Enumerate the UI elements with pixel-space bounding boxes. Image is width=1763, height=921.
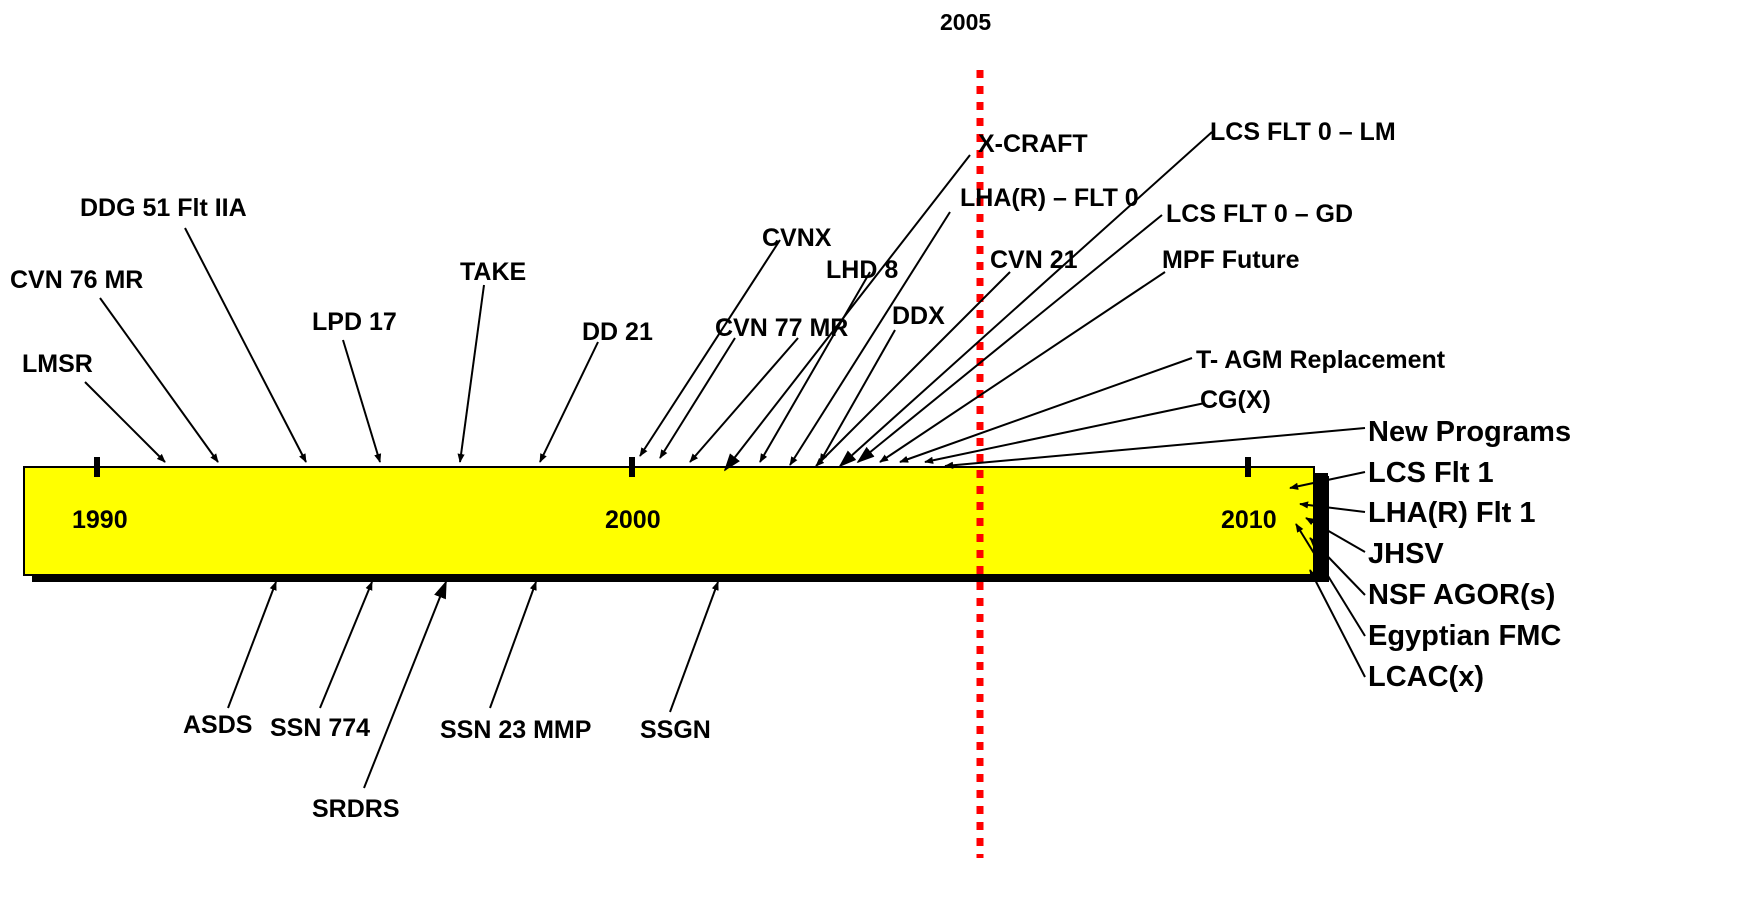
arrow-ssgn — [669, 581, 719, 713]
arrow-cvn76 — [99, 297, 219, 463]
arrow-lcsgd — [856, 214, 1163, 464]
label-egyptian-fmc: Egyptian FMC — [1368, 620, 1561, 652]
arrow-jhsv — [1305, 517, 1366, 553]
arrow-ddg51 — [184, 227, 307, 463]
arrow-nsf — [1309, 537, 1366, 596]
arrow-take — [457, 284, 485, 463]
tick-2010 — [1245, 457, 1251, 477]
arrow-cgx — [924, 402, 1206, 464]
arrow-tagm — [899, 357, 1193, 463]
label-jhsv: JHSV — [1368, 538, 1444, 570]
marker-year-label: 2005 — [940, 9, 991, 35]
arrow-ddx — [819, 329, 896, 463]
arrow-dd21 — [539, 341, 599, 463]
arrow-ssn23 — [489, 581, 537, 709]
label-lcsgd: LCS FLT 0 – GD — [1166, 200, 1353, 228]
label-cvnx: CVNX — [762, 224, 832, 252]
label-cvn21: CVN 21 — [990, 246, 1078, 274]
arrow-cvn77-b — [689, 337, 799, 463]
arrow-lharf1 — [1299, 501, 1366, 513]
arrow-srdrs — [363, 580, 447, 789]
label-tagm: T- AGM Replacement — [1196, 346, 1446, 374]
label-new-programs: New Programs — [1368, 416, 1571, 448]
arrow-lhar0 — [789, 211, 951, 466]
label-lhar0: LHA(R) – FLT 0 — [960, 184, 1139, 212]
arrow-ssn774 — [319, 581, 373, 709]
arrow-lmsr — [84, 381, 166, 463]
label-xcraft: X-CRAFT — [978, 130, 1088, 158]
year-label-2010: 2010 — [1221, 506, 1277, 534]
label-ddg51: DDG 51 Flt IIA — [80, 194, 247, 222]
label-ssn23: SSN 23 MMP — [440, 716, 591, 744]
label-lhd8: LHD 8 — [826, 256, 898, 284]
arrow-cvn21 — [815, 271, 1011, 467]
arrow-newprog — [944, 427, 1366, 469]
arrow-lpd17 — [342, 339, 382, 463]
label-nsf-agor: NSF AGOR(s) — [1368, 579, 1555, 611]
arrow-lhd8 — [759, 271, 871, 463]
label-mpf: MPF Future — [1162, 246, 1300, 274]
tick-2000 — [629, 457, 635, 477]
arrow-xcraft — [723, 154, 971, 472]
top-arrows — [84, 131, 1366, 472]
label-ssn774: SSN 774 — [270, 714, 370, 742]
year-label-2000: 2000 — [605, 506, 661, 534]
year-label-1990: 1990 — [72, 506, 128, 534]
label-lhar-flt1: LHA(R) Flt 1 — [1368, 497, 1536, 529]
label-ssgn: SSGN — [640, 716, 711, 744]
label-lpd17: LPD 17 — [312, 308, 397, 336]
label-lcac: LCAC(x) — [1368, 661, 1484, 693]
timeline-bar — [23, 466, 1315, 576]
label-cvn77: CVN 77 MR — [715, 314, 848, 342]
arrow-cvn77-a — [659, 337, 736, 459]
arrow-lcslm — [838, 131, 1213, 468]
arrow-mpf — [879, 271, 1166, 463]
label-dd21: DD 21 — [582, 318, 653, 346]
label-take: TAKE — [460, 258, 526, 286]
label-srdrs: SRDRS — [312, 795, 400, 823]
arrow-egypt — [1295, 523, 1366, 637]
label-ddx: DDX — [892, 302, 945, 330]
label-lcslm: LCS FLT 0 – LM — [1210, 118, 1396, 146]
arrow-cvnx — [639, 239, 781, 457]
label-asds: ASDS — [183, 711, 252, 739]
right-arrows — [1289, 471, 1366, 678]
arrow-lcsf1 — [1289, 471, 1366, 490]
bottom-arrows — [227, 580, 719, 789]
label-cvn76: CVN 76 MR — [10, 266, 143, 294]
label-lcs-flt1: LCS Flt 1 — [1368, 457, 1494, 489]
label-cgx: CG(X) — [1200, 386, 1271, 414]
label-lmsr: LMSR — [22, 350, 93, 378]
tick-1990 — [94, 457, 100, 477]
arrow-asds — [227, 581, 277, 709]
arrow-lcac — [1309, 569, 1366, 678]
